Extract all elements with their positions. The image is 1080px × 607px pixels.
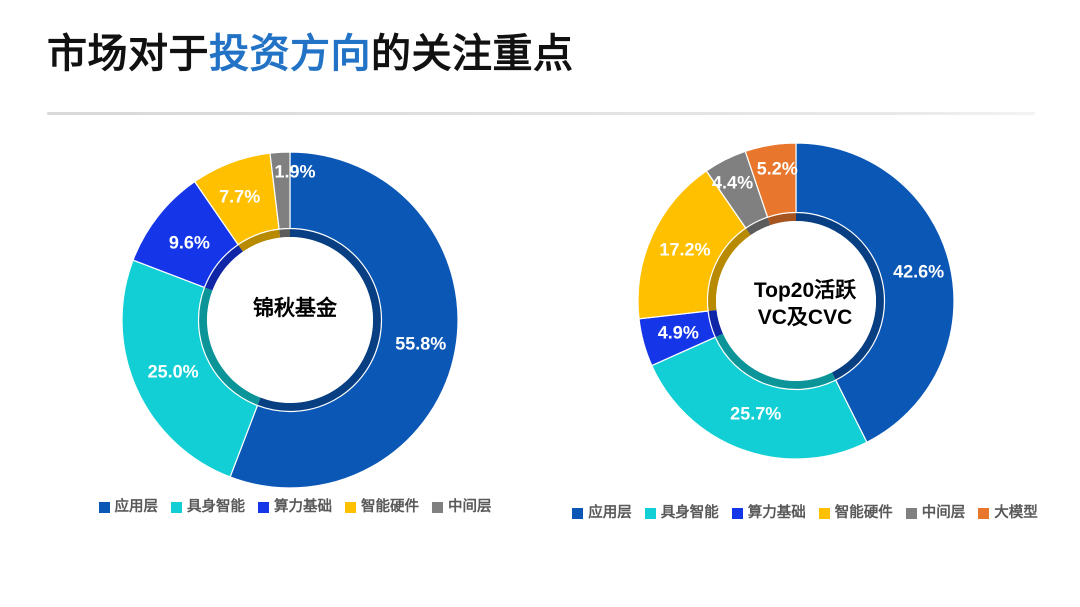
- legend-left-item[interactable]: 算力基础: [258, 500, 332, 515]
- legend-label: 应用层: [588, 505, 632, 521]
- donut-slice-inner-shade: [796, 212, 885, 381]
- donut-slice[interactable]: [121, 259, 259, 478]
- legend-label: 应用层: [114, 499, 159, 515]
- donut-slice[interactable]: [744, 142, 797, 218]
- donut-slice[interactable]: [269, 151, 291, 230]
- donut-chart-top20-vc-cvc: Top20活跃 VC及CVC 42.6% 25.7% 4.9% 17.2% 4.4% 5.…: [570, 128, 1040, 500]
- page-title-prefix: 市场对于: [47, 32, 209, 76]
- donut-slice-inner-shade: [745, 216, 771, 236]
- donut-slice-inner-shade: [707, 310, 723, 338]
- legend-right-item[interactable]: 大模型: [978, 506, 1038, 521]
- legend-right-item[interactable]: 智能硬件: [818, 505, 893, 521]
- page-title-suffix: 的关注重点: [371, 32, 574, 76]
- donut-slice-inner-shade: [707, 227, 751, 312]
- legend-swatch-icon: [978, 507, 990, 519]
- donut-wrap-left: 锦秋基金 55.8% 25.0% 9.6% 7.7% 1.9%: [60, 128, 530, 500]
- legend-swatch-icon: [572, 507, 584, 519]
- legend-label: 中间层: [921, 505, 966, 521]
- legend-label: 智能硬件: [361, 499, 419, 515]
- legend-right-item[interactable]: 中间层: [905, 505, 966, 521]
- legend-left: 应用层 具身智能 算力基础 智能硬件 中间层: [60, 500, 530, 515]
- legend-left-item[interactable]: 中间层: [432, 500, 492, 515]
- legend-right: 应用层 具身智能 算力基础 智能硬件 中间层 大模型: [570, 506, 1040, 521]
- donut-slice[interactable]: [651, 336, 868, 460]
- legend-swatch-icon: [818, 507, 830, 519]
- donut-hole: [716, 221, 876, 381]
- donut-slice-inner-shade: [198, 287, 261, 406]
- legend-label: 大模型: [994, 505, 1038, 521]
- title-divider: [47, 112, 1035, 115]
- legend-swatch-icon: [171, 501, 182, 513]
- donut-svg-left: [121, 151, 459, 489]
- legend-right-item[interactable]: 算力基础: [731, 505, 806, 521]
- legend-label: 算力基础: [274, 499, 332, 515]
- page-title: 市场对于投资方向的关注重点: [47, 30, 574, 78]
- charts-area: 锦秋基金 55.8% 25.0% 9.6% 7.7% 1.9% Top20活跃 VC及C…: [0, 128, 1080, 538]
- legend-swatch-icon: [98, 501, 110, 513]
- legend-left-item[interactable]: 具身智能: [171, 500, 245, 515]
- legend-label: 算力基础: [747, 505, 806, 521]
- donut-chart-jinqiu-fund: 锦秋基金 55.8% 25.0% 9.6% 7.7% 1.9%: [60, 128, 530, 500]
- donut-slice-inner-shade: [714, 333, 836, 390]
- legend-left-item[interactable]: 应用层: [98, 499, 159, 515]
- legend-swatch-icon: [644, 507, 656, 519]
- legend-left-item[interactable]: 智能硬件: [345, 500, 419, 515]
- legend-label: 智能硬件: [834, 505, 893, 521]
- legend-label: 中间层: [448, 499, 492, 515]
- legend-swatch-icon: [905, 507, 917, 519]
- donut-wrap-right: Top20活跃 VC及CVC 42.6% 25.7% 4.9% 17.2% 4.4% 5.…: [570, 128, 1040, 500]
- donut-slice[interactable]: [229, 151, 459, 489]
- legend-right-item[interactable]: 应用层: [572, 506, 632, 521]
- legend-label: 具身智能: [660, 505, 719, 521]
- legend-swatch-icon: [258, 501, 269, 513]
- donut-svg-right: [637, 142, 955, 460]
- page-title-highlight: 投资方向: [209, 32, 371, 76]
- donut-slice-inner-shade: [237, 228, 281, 252]
- donut-hole: [207, 237, 373, 403]
- donut-slice-inner-shade: [204, 244, 243, 291]
- legend-right-item[interactable]: 具身智能: [644, 505, 719, 521]
- donut-slice-inner-shade: [279, 228, 290, 238]
- donut-slice[interactable]: [795, 142, 955, 444]
- legend-swatch-icon: [432, 501, 443, 513]
- legend-swatch-icon: [731, 507, 743, 519]
- legend-label: 具身智能: [187, 499, 245, 515]
- legend-swatch-icon: [345, 501, 356, 513]
